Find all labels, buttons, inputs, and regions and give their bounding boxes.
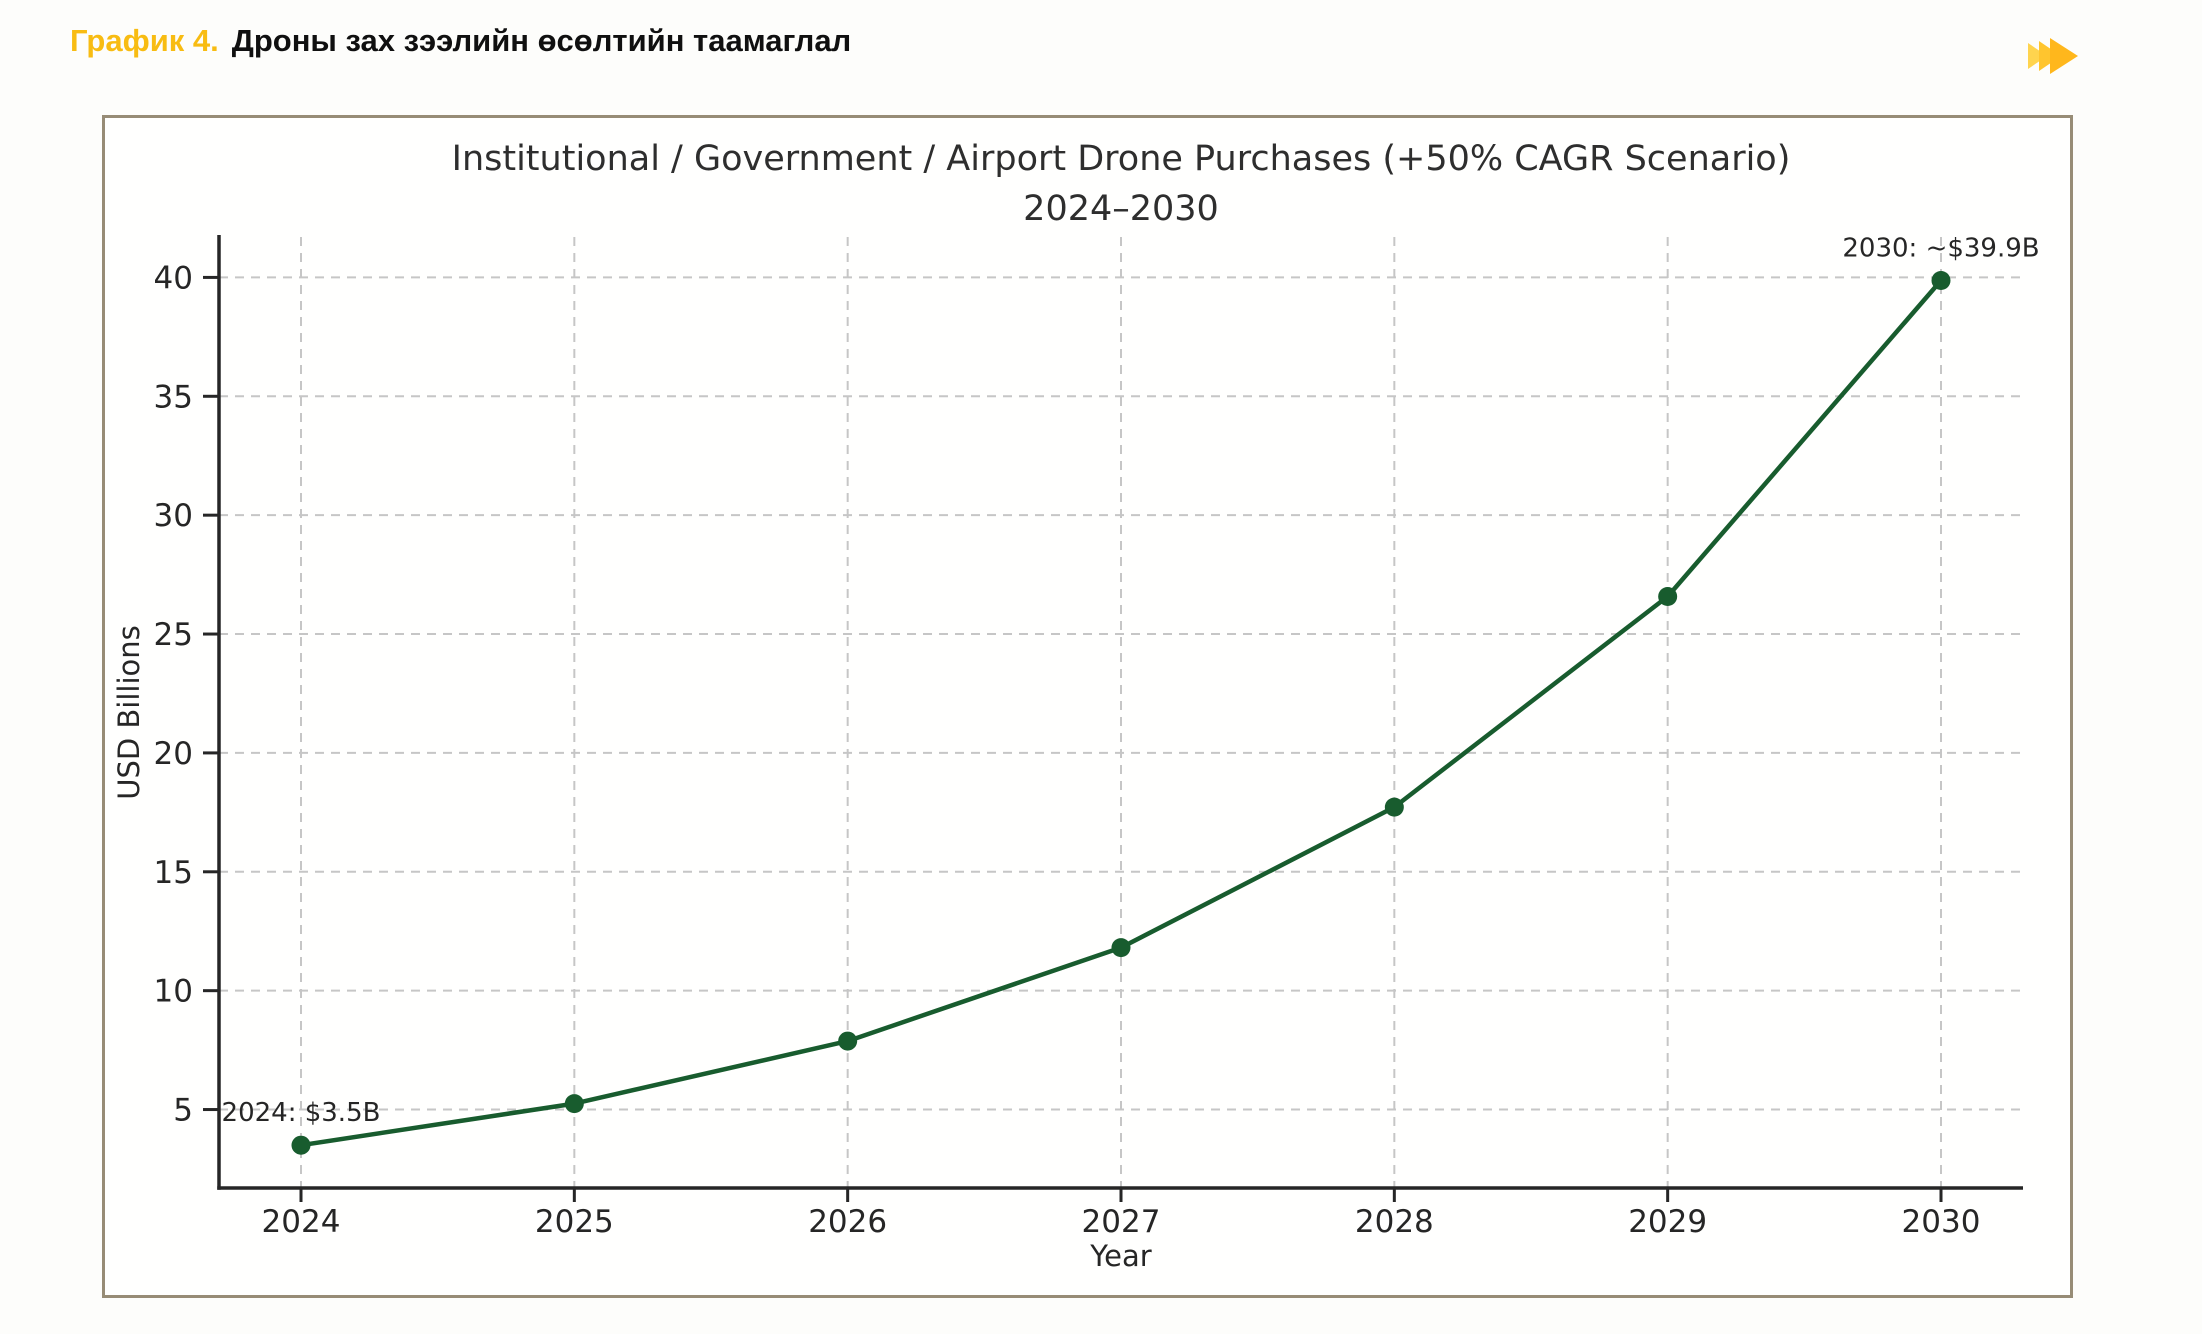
point-annotation: 2030: ~$39.9B — [1842, 234, 2039, 264]
svg-text:2030: 2030 — [1902, 1204, 1981, 1240]
svg-text:40: 40 — [154, 260, 193, 296]
svg-text:10: 10 — [154, 974, 193, 1010]
svg-text:2024: 2024 — [262, 1204, 341, 1240]
data-point — [1111, 938, 1131, 958]
page-title: Дроны зах зээлийн өсөлтийн таамаглал — [231, 23, 852, 58]
svg-text:25: 25 — [154, 617, 193, 653]
data-point — [291, 1135, 311, 1155]
svg-text:30: 30 — [154, 498, 193, 534]
x-axis-label: Year — [1089, 1239, 1151, 1273]
data-point — [1931, 271, 1951, 291]
svg-text:5: 5 — [173, 1093, 193, 1129]
figure-label: График 4. — [70, 23, 219, 58]
data-point — [564, 1094, 584, 1114]
page-header: График 4. Дроны зах зээлийн өсөлтийн таам… — [70, 22, 851, 60]
svg-text:2029: 2029 — [1628, 1204, 1707, 1240]
y-axis-label: USD Billions — [112, 625, 146, 800]
svg-text:2027: 2027 — [1082, 1204, 1161, 1240]
svg-text:2025: 2025 — [535, 1204, 614, 1240]
svg-text:20: 20 — [154, 736, 193, 772]
point-annotation: 2024: $3.5B — [222, 1098, 381, 1128]
svg-text:35: 35 — [154, 379, 193, 415]
fast-forward-triangle-3 — [2050, 38, 2078, 74]
data-point — [1384, 797, 1404, 817]
chart-subtitle: 2024–2030 — [1023, 189, 1219, 229]
chart-panel: 5 10 15 20 25 30 35 40 2024 2025 2026 2027 2028 2029 2… — [102, 115, 2073, 1298]
data-point — [838, 1031, 858, 1051]
series-line — [300, 279, 1943, 1148]
svg-text:2026: 2026 — [808, 1204, 887, 1240]
svg-text:15: 15 — [154, 855, 193, 891]
chart-title: Institutional / Government / Airport Dro… — [452, 139, 1791, 179]
data-point — [1658, 586, 1678, 606]
fast-forward-triangle-1 — [2028, 43, 2047, 69]
fast-forward-icon — [2028, 38, 2078, 74]
svg-text:2028: 2028 — [1355, 1204, 1434, 1240]
